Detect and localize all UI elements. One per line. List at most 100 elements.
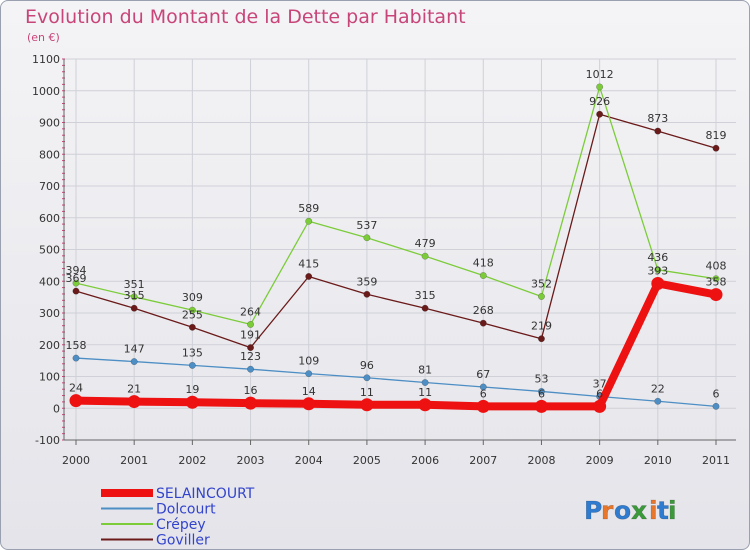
- x-tick-label: 2010: [644, 454, 672, 467]
- data-point-goviller: [305, 273, 313, 280]
- series-lines: [69, 83, 723, 413]
- data-point-goviller: [596, 110, 604, 118]
- data-point-crepey: [305, 217, 313, 225]
- data-point-goviller: [72, 287, 80, 295]
- y-tick-label: 800: [39, 148, 60, 161]
- data-label-crepey: 479: [415, 237, 436, 250]
- data-point-selaincourt: [709, 288, 723, 302]
- data-point-goviller: [421, 304, 429, 312]
- data-label-goviller: 873: [647, 112, 668, 125]
- x-tick-label: 2005: [353, 454, 381, 467]
- data-point-selaincourt: [185, 395, 199, 409]
- y-tick-label: 700: [39, 180, 60, 193]
- data-label-goviller: 191: [240, 329, 261, 342]
- data-label-selaincourt: 14: [302, 385, 316, 398]
- data-label-goviller: 219: [531, 320, 552, 333]
- y-tick-label: 900: [39, 117, 60, 130]
- data-point-goviller: [538, 335, 545, 343]
- data-label-dolcourt: 37: [593, 378, 607, 391]
- legend-label: SELAINCOURT: [156, 486, 255, 502]
- data-point-crepey: [538, 293, 545, 300]
- data-point-dolcourt: [305, 370, 313, 378]
- data-label-dolcourt: 147: [124, 343, 145, 356]
- y-tick-label: 300: [39, 307, 60, 320]
- x-tick-label: 2007: [469, 454, 497, 467]
- x-tick-label: 2006: [411, 454, 439, 467]
- data-point-crepey: [188, 306, 196, 314]
- data-point-dolcourt: [72, 354, 80, 362]
- legend-label: Dolcourt: [156, 502, 216, 518]
- data-label-goviller: 315: [124, 289, 145, 302]
- logo-letter: t: [657, 496, 669, 525]
- axes: -100 0 100 200 300 400 500 600 700 800 900 1000 1100…: [32, 53, 736, 467]
- x-tick-label: 2001: [120, 454, 148, 467]
- data-label-selaincourt: 24: [69, 382, 83, 395]
- logo-letter: o: [614, 496, 631, 525]
- data-point-goviller: [188, 323, 196, 331]
- data-point-crepey: [247, 320, 254, 328]
- data-label-goviller: 369: [66, 272, 87, 285]
- data-point-dolcourt: [479, 383, 487, 391]
- data-point-goviller: [479, 319, 487, 327]
- data-label-selaincourt: 21: [127, 383, 141, 396]
- data-label-selaincourt: 6: [596, 387, 603, 400]
- data-point-crepey: [654, 266, 662, 274]
- data-point-selaincourt: [418, 398, 432, 412]
- data-label-dolcourt: 96: [360, 359, 374, 372]
- data-point-selaincourt: [476, 399, 490, 413]
- data-point-crepey: [596, 83, 604, 91]
- data-point-dolcourt: [363, 374, 371, 382]
- x-tick-label: 2003: [237, 454, 265, 467]
- data-label-selaincourt: 6: [538, 387, 545, 400]
- x-tick-label: 2009: [586, 454, 614, 467]
- data-label-crepey: 436: [647, 251, 668, 264]
- y-tick-label: 600: [39, 212, 60, 225]
- x-tick-label: 2000: [62, 454, 90, 467]
- data-label-goviller: 819: [706, 129, 727, 142]
- data-point-crepey: [363, 234, 371, 242]
- data-label-crepey: 351: [124, 278, 145, 291]
- data-label-crepey: 1012: [586, 68, 614, 81]
- data-label-dolcourt: 6: [713, 387, 720, 400]
- data-point-crepey: [712, 275, 720, 283]
- data-point-selaincourt: [127, 395, 141, 409]
- data-point-dolcourt: [712, 402, 720, 410]
- data-label-goviller: 415: [298, 257, 319, 270]
- data-label-selaincourt: 11: [418, 386, 432, 399]
- y-tick-label: 500: [39, 244, 60, 257]
- y-tick-label: 400: [39, 275, 60, 288]
- data-point-selaincourt: [534, 399, 548, 413]
- data-label-selaincourt: 16: [244, 384, 258, 397]
- y-tick-label: 100: [39, 371, 60, 384]
- series-line-dolcourt: [75, 357, 717, 407]
- chart-title: Evolution du Montant de la Dette par Hab…: [25, 6, 466, 28]
- data-label-goviller: 359: [356, 275, 377, 288]
- logo-letter: i: [668, 496, 677, 525]
- logo-letter: x: [631, 496, 647, 525]
- data-label-crepey: 589: [298, 202, 319, 215]
- y-tick-label: 1100: [32, 53, 60, 66]
- data-label-selaincourt: 358: [706, 276, 727, 289]
- data-point-goviller: [654, 127, 662, 135]
- data-point-dolcourt: [247, 365, 254, 373]
- grid: [64, 58, 736, 441]
- data-label-goviller: 268: [473, 304, 494, 317]
- data-point-crepey: [479, 272, 487, 279]
- data-label-dolcourt: 109: [298, 355, 319, 368]
- data-point-selaincourt: [69, 394, 83, 408]
- data-point-crepey: [130, 293, 138, 301]
- data-label-crepey: 418: [473, 257, 494, 270]
- data-label-dolcourt: 123: [240, 350, 261, 363]
- legend-label: Crépey: [156, 517, 206, 533]
- data-label-dolcourt: 53: [534, 372, 548, 385]
- data-label-selaincourt: 11: [360, 386, 374, 399]
- data-point-dolcourt: [188, 361, 196, 369]
- data-point-selaincourt: [302, 397, 316, 411]
- data-label-dolcourt: 158: [66, 339, 87, 352]
- data-point-goviller: [247, 344, 254, 352]
- data-label-crepey: 537: [356, 219, 377, 232]
- data-label-selaincourt: 6: [480, 387, 487, 400]
